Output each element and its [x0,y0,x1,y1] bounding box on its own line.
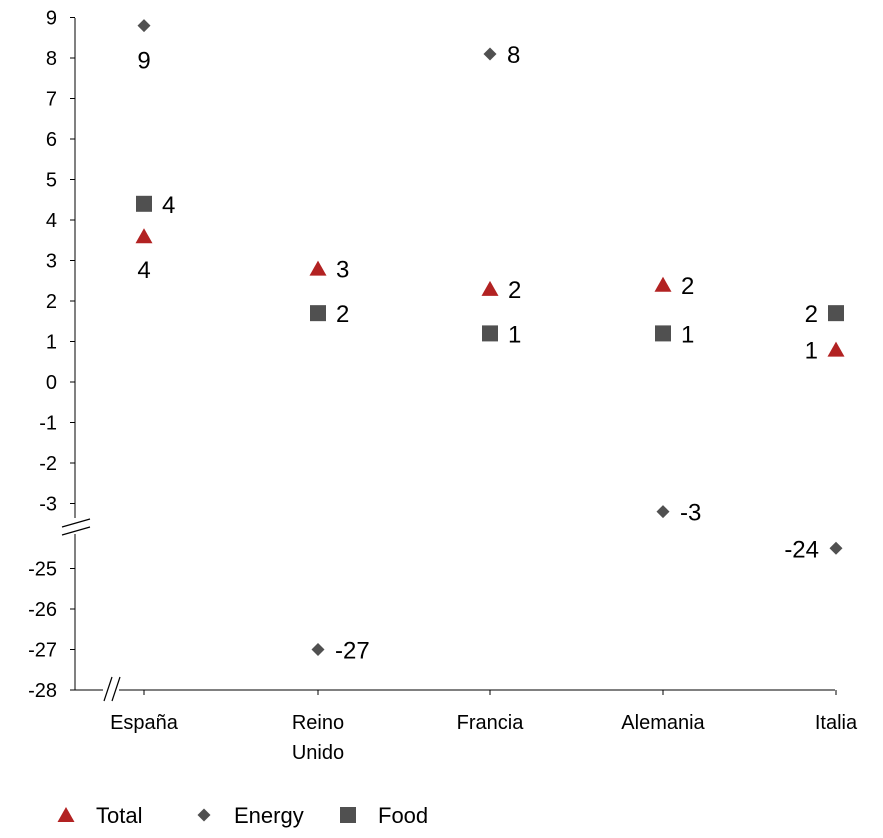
x-tick-label: Alemania [621,712,705,734]
y-tick-label: 3 [46,251,57,273]
y-tick-label: -2 [39,453,57,475]
food-data-label: 2 [805,301,818,328]
food-point [482,325,498,342]
y-tick-label: 0 [46,372,57,394]
total-point [827,341,845,357]
y-tick-label: 9 [46,8,57,30]
food-data-label: 1 [508,321,521,348]
x-axis-break-mark [111,676,121,702]
energy-data-label: 9 [137,48,150,75]
y-tick-label: 4 [46,210,57,232]
x-tick-label: Francia [457,712,525,734]
x-tick-label: España [110,712,179,734]
y-tick-label: -3 [39,494,57,516]
x-tick-label: Reino Unido [292,712,344,764]
legend-food-label: Food [378,803,428,828]
y-tick-label: 5 [46,170,57,192]
energy-point [829,541,843,555]
food-point [655,325,671,342]
total-data-label: 2 [681,273,694,300]
total-data-label: 2 [508,277,521,304]
legend-total-label: Total [96,803,142,828]
total-point [481,280,499,296]
y-tick-label: -1 [39,413,57,435]
food-data-label: 1 [681,321,694,348]
x-axis-break-mark [103,676,113,702]
total-point [309,260,327,276]
energy-point [137,19,151,33]
y-axis-break-mark [61,526,91,536]
y-tick-label: 7 [46,89,57,111]
energy-data-label: -24 [784,536,819,563]
y-tick-label: -25 [28,559,57,581]
food-data-label: 2 [336,301,349,328]
total-data-label: 3 [336,257,349,284]
y-tick-label: -28 [28,680,57,702]
y-tick-label: 6 [46,129,57,151]
energy-point [656,505,670,519]
y-tick-label: 1 [46,332,57,354]
energy-data-label: -27 [335,638,370,665]
food-point [310,305,326,322]
energy-data-label: -3 [680,500,701,527]
total-point [135,228,153,244]
y-tick-label: 8 [46,48,57,70]
total-point [654,276,672,292]
legend-total-marker [57,807,75,822]
y-axis-break-mark [61,518,91,528]
total-data-label: 1 [805,338,818,365]
food-point [828,305,844,322]
x-tick-label: Italia [815,712,858,734]
y-tick-label: 2 [46,291,57,313]
legend-food-marker [340,807,356,823]
energy-data-label: 8 [507,42,520,69]
energy-point [483,47,497,61]
food-point [136,195,152,212]
total-data-label: 4 [137,257,150,284]
y-tick-label: -26 [28,599,57,621]
y-tick-label: -27 [28,640,57,662]
food-data-label: 4 [162,192,175,219]
legend-energy-marker [197,808,211,822]
energy-point [311,643,325,656]
legend-energy-label: Energy [234,803,304,828]
